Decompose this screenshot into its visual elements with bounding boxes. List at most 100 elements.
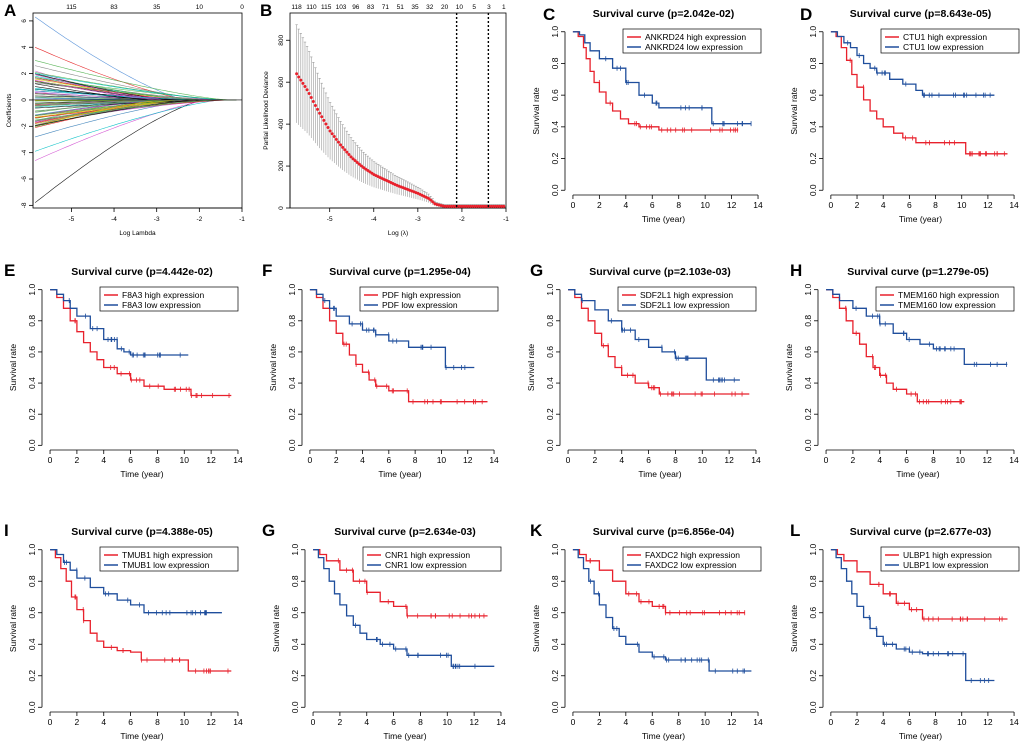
coefficient-path (34, 99, 237, 161)
x-tick-label: 10 (957, 717, 967, 727)
top-axis-label: 3 (487, 4, 491, 11)
legend-box (99, 286, 239, 312)
deviance-point (297, 75, 301, 79)
km-curve-high (568, 289, 750, 395)
x-axis-label: Time (year) (378, 469, 421, 479)
km-panel-11: Survival curve (p=2.677e-03) 0 2 4 6 8 10 12 14 0… (789, 526, 1020, 741)
x-tick-label: 14 (751, 455, 761, 465)
legend-entry: F8A3 high expression (122, 290, 204, 300)
x-tick-label: 4 (360, 455, 365, 465)
x-axis-label: Log Lambda (119, 230, 156, 237)
panel-label-A: A (4, 1, 16, 20)
deviance-point (502, 204, 506, 208)
y-tick-label: 0.4 (545, 377, 555, 389)
deviance-point (496, 204, 500, 208)
x-tick-label: 8 (418, 717, 423, 727)
y-tick-label: 0.6 (287, 346, 297, 358)
deviance-point (431, 200, 435, 204)
y-tick-label: 0.6 (550, 89, 560, 101)
deviance-point (332, 135, 336, 139)
y-tick-label: 0.0 (287, 439, 297, 451)
x-tick-label: 2 (593, 455, 598, 465)
top-axis-label: 10 (456, 4, 464, 11)
y-tick-label: 0.4 (27, 638, 37, 650)
top-axis-label: 0 (240, 4, 244, 11)
deviance-point (472, 204, 476, 208)
y-tick-label: 1.0 (803, 283, 813, 295)
y-tick-label: 0.4 (290, 638, 300, 650)
y-tick-label: -8 (21, 202, 28, 208)
y-tick-label: 0.0 (550, 184, 560, 196)
x-tick-label: 14 (1009, 455, 1019, 465)
legend-entry: PDF low expression (382, 300, 458, 310)
x-tick-label: 8 (931, 455, 936, 465)
legend-entry: TMUB1 high expression (122, 550, 213, 560)
x-tick-label: 10 (957, 200, 967, 210)
y-tick-label: 0.8 (545, 315, 555, 327)
deviance-point (481, 204, 485, 208)
top-axis-label: 83 (367, 4, 375, 11)
x-tick-label: 14 (233, 455, 243, 465)
legend-entry: F8A3 low expression (122, 300, 201, 310)
coefficient-path (34, 16, 237, 101)
y-tick-label: 600 (278, 76, 285, 87)
y-tick-label: 0.2 (290, 670, 300, 682)
y-tick-label: 2 (21, 71, 28, 75)
deviance-point (353, 159, 357, 163)
x-tick-label: 4 (364, 717, 369, 727)
x-tick-label: 2 (855, 717, 860, 727)
x-tick-label: 6 (386, 455, 391, 465)
km-curve-high (826, 289, 965, 403)
km-panel-6: Survival curve (p=2.103e-03) 0 2 4 6 8 10 12 14 0… (526, 266, 761, 479)
y-tick-label: 0.8 (550, 575, 560, 587)
deviance-point (313, 103, 317, 107)
deviance-point (299, 78, 303, 82)
y-tick-label: 0.2 (27, 670, 37, 682)
km-curve-low (826, 289, 1008, 366)
x-axis-label: Time (year) (383, 731, 426, 741)
y-axis-label: Survival rate (789, 605, 799, 653)
top-axis-label: 110 (306, 4, 317, 11)
x-tick-label: 0 (48, 717, 53, 727)
y-tick-label: 1.0 (27, 544, 37, 556)
x-tick-label: -4 (111, 216, 117, 223)
y-tick-label: 0.4 (803, 377, 813, 389)
y-tick-label: -2 (21, 123, 28, 129)
x-axis-label: Time (year) (896, 469, 939, 479)
y-axis-label: Survival rate (8, 605, 18, 653)
x-tick-label: 4 (101, 717, 106, 727)
x-tick-label: 10 (437, 455, 447, 465)
y-tick-label: 0.0 (808, 184, 818, 196)
panel-label-D: D (800, 5, 812, 24)
legend-entry: SDF2L1 low expression (640, 300, 730, 310)
deviance-point (483, 204, 487, 208)
y-tick-label: 0.2 (550, 152, 560, 164)
x-tick-label: 10 (180, 717, 190, 727)
panel-label-C: C (543, 5, 555, 24)
legend-box (99, 546, 239, 572)
x-tick-label: 6 (646, 455, 651, 465)
y-tick-label: 0.4 (808, 638, 818, 650)
x-tick-label: 0 (566, 455, 571, 465)
y-tick-label: 1.0 (290, 544, 300, 556)
x-tick-label: 8 (413, 455, 418, 465)
x-tick-label: 12 (469, 717, 479, 727)
x-axis-label: Time (year) (642, 214, 685, 224)
y-tick-label: 1.0 (545, 283, 555, 295)
y-tick-label: 0.6 (550, 607, 560, 619)
x-tick-label: 14 (1009, 200, 1019, 210)
deviance-point (491, 204, 495, 208)
x-tick-label: 12 (983, 200, 993, 210)
y-tick-label: 0.6 (545, 346, 555, 358)
deviance-point (355, 160, 359, 164)
x-axis-label: Time (year) (638, 469, 681, 479)
y-tick-label: 0.8 (808, 57, 818, 69)
x-tick-label: 4 (881, 717, 886, 727)
x-tick-label: 12 (206, 455, 216, 465)
x-tick-label: 10 (700, 200, 710, 210)
km-panel-9: Survival curve (p=2.634e-03) 0 2 4 6 8 10 12 14 0… (271, 526, 506, 741)
x-tick-label: 0 (828, 717, 833, 727)
coefficient-path (35, 99, 237, 121)
deviance-point (479, 204, 483, 208)
